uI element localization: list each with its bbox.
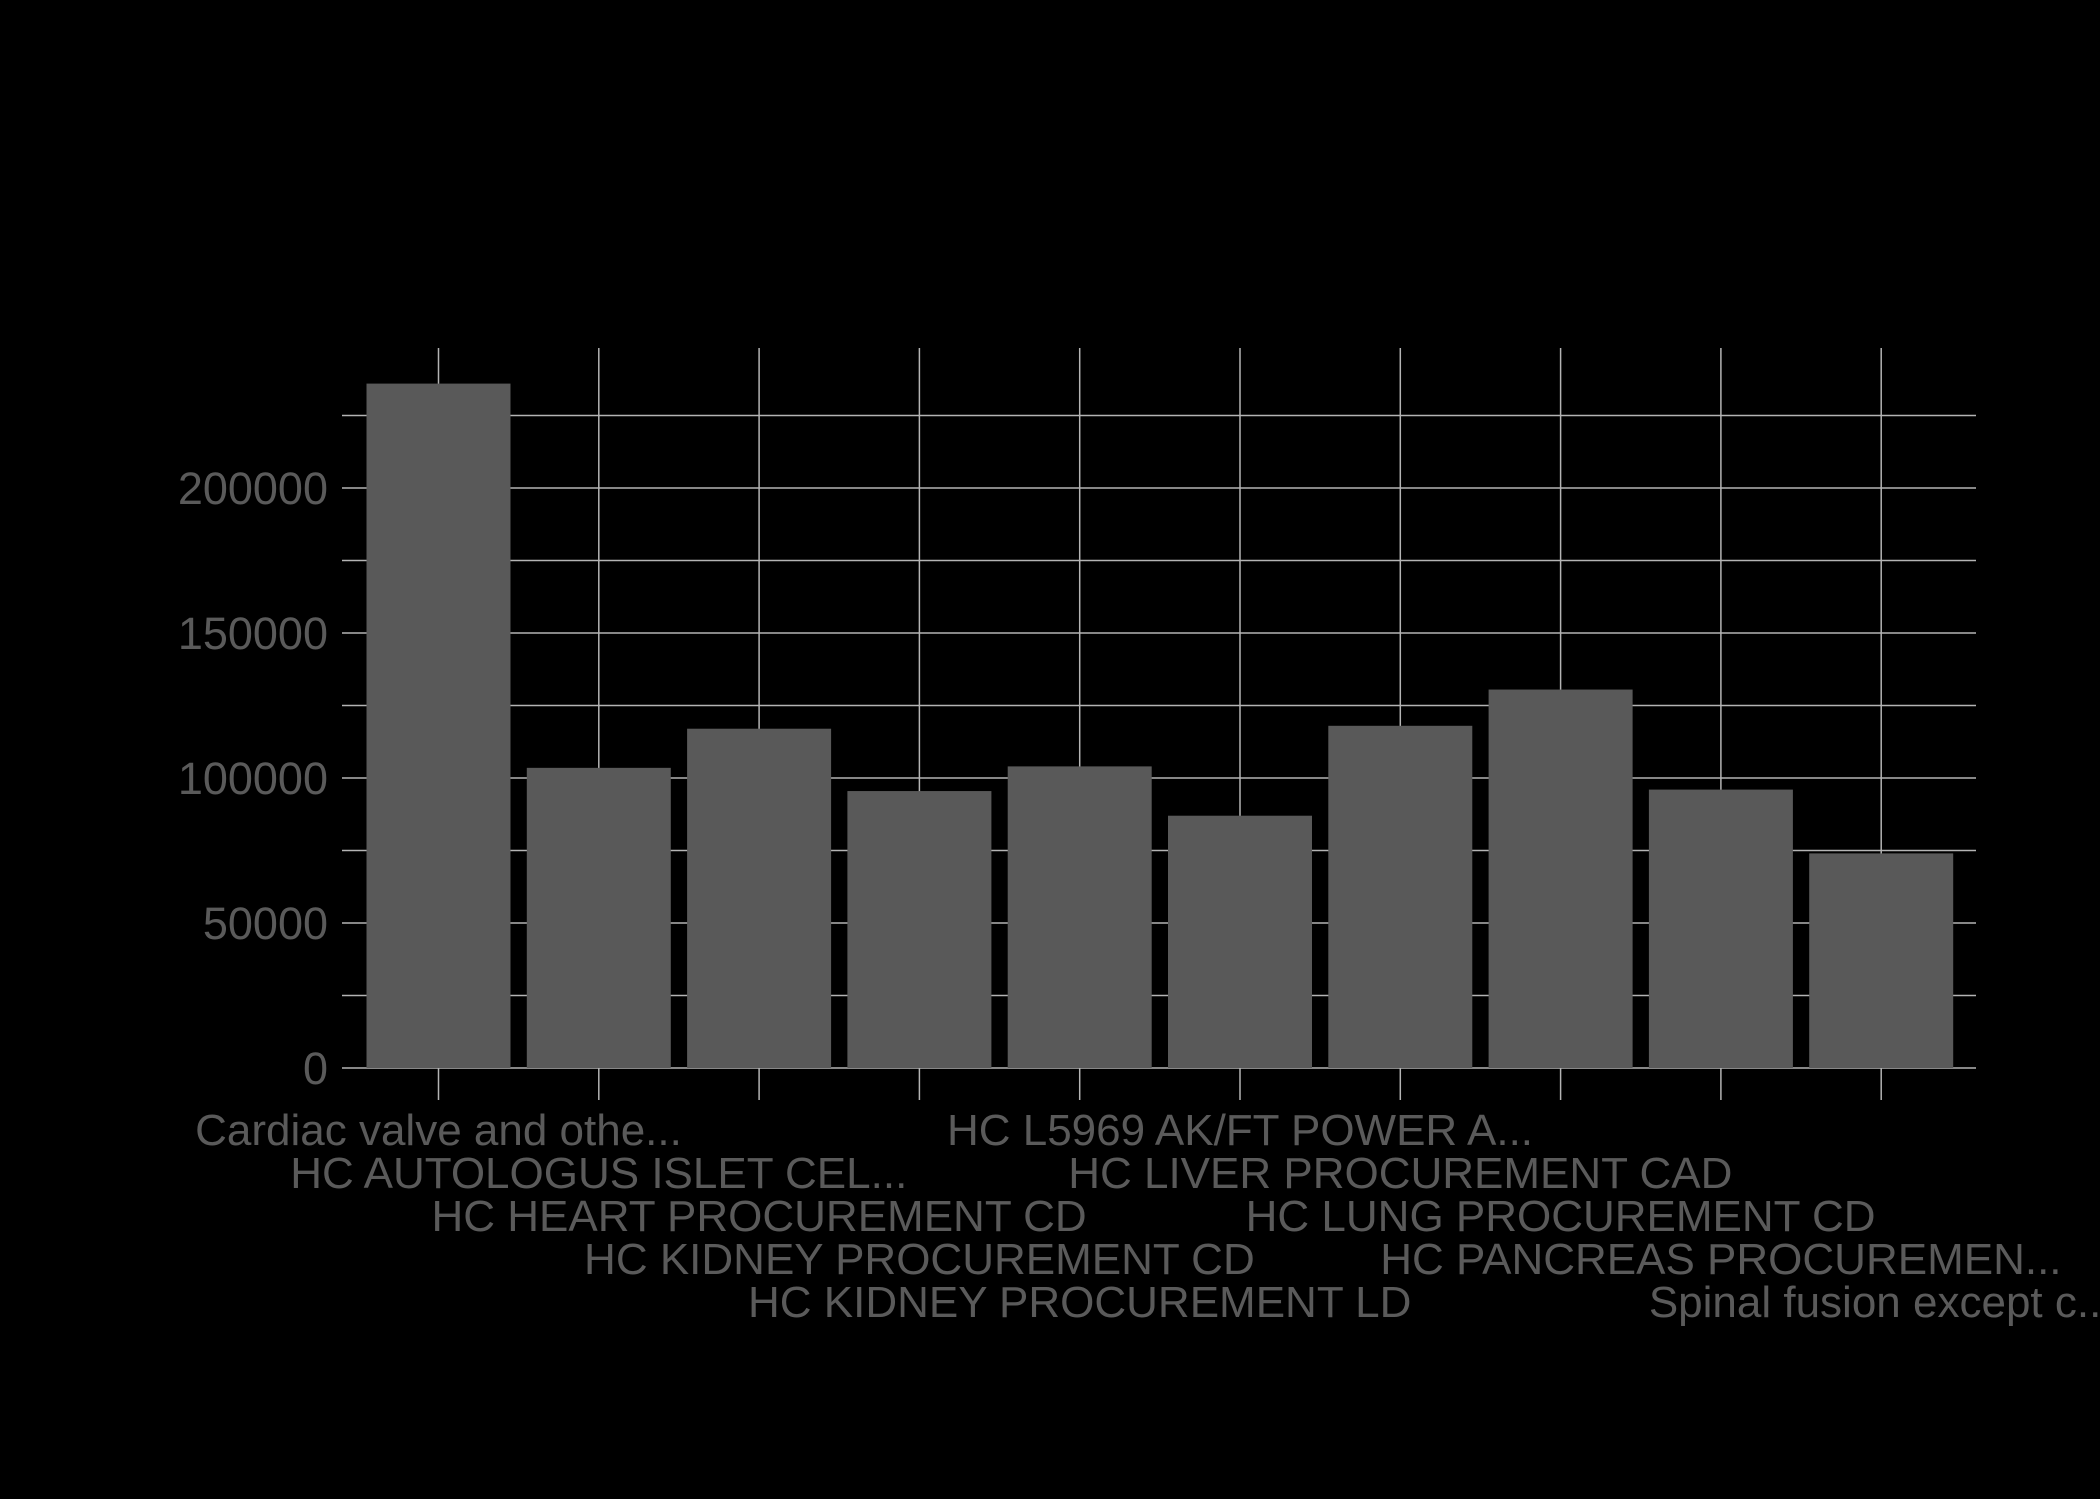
x-tick-label: HC AUTOLOGUS ISLET CEL... [290,1149,907,1198]
y-tick-label: 200000 [178,463,328,514]
bar [1328,725,1473,1068]
bar [526,767,671,1068]
x-tick-label: Spinal fusion except c... [1649,1278,2100,1327]
bar [847,791,992,1068]
y-axis-ticks: 0 50000 100000 150000 200000 [178,463,328,1094]
x-tick-label: HC HEART PROCUREMENT CD [432,1192,1087,1241]
x-tick-label: HC LUNG PROCUREMENT CD [1246,1192,1876,1241]
bar [1007,766,1152,1068]
x-tick-label: Cardiac valve and othe... [195,1106,682,1155]
bar [1809,853,1954,1068]
x-tick-label: HC KIDNEY PROCUREMENT CD [584,1235,1255,1284]
bar [366,383,511,1069]
bars [366,383,1954,1069]
x-tick-label: HC LIVER PROCUREMENT CAD [1068,1149,1732,1198]
bar [687,728,832,1068]
x-axis-ticks: Cardiac valve and othe...HC AUTOLOGUS IS… [195,1068,2100,1327]
y-tick-label: 100000 [178,753,328,804]
y-tick-label: 50000 [203,898,328,949]
y-tick-label: 0 [303,1043,328,1094]
bar [1168,815,1312,1068]
x-tick-label: HC PANCREAS PROCUREMEN... [1380,1235,2061,1284]
x-tick-label: HC KIDNEY PROCUREMENT LD [748,1278,1411,1327]
bar [1648,789,1793,1068]
x-tick-label: HC L5969 AK/FT POWER A... [947,1106,1533,1155]
bar [1488,689,1633,1068]
y-tick-label: 150000 [178,608,328,659]
